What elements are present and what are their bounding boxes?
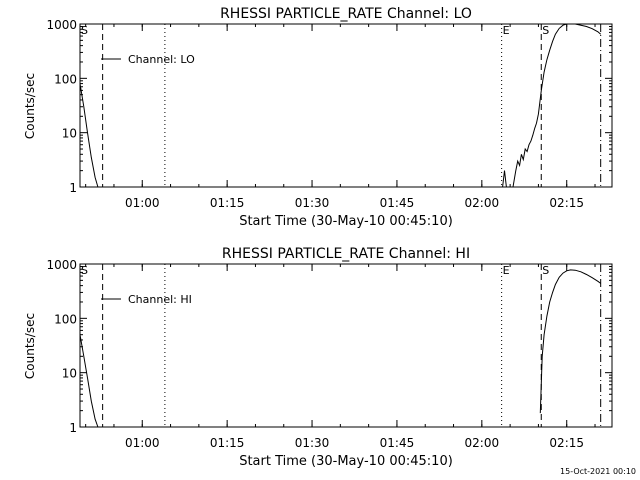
- plot-frame: [79, 23, 613, 188]
- x-tick-label: 01:30: [295, 436, 330, 450]
- y-tick-label: 1: [69, 181, 77, 195]
- y-tick-label: 100: [54, 312, 77, 326]
- legend: Channel: HI: [101, 293, 192, 306]
- x-axis: 01:00 01:15 01:30 01:45 02:00 02:15: [85, 264, 596, 450]
- event-marker-label: S: [542, 24, 549, 37]
- plot-frame: [79, 263, 613, 428]
- x-tick-label: 02:15: [549, 436, 584, 450]
- x-axis-label: Start Time (30-May-10 00:45:10): [239, 214, 453, 229]
- x-tick-label: 01:45: [380, 436, 415, 450]
- y-tick-label: 10: [62, 127, 77, 141]
- event-marker-label: S: [542, 264, 549, 277]
- x-axis-label: Start Time (30-May-10 00:45:10): [239, 454, 453, 469]
- x-tick-label: 01:30: [295, 196, 330, 210]
- y-tick-label: 10: [62, 367, 77, 381]
- y-axis: 1 10 100 1000: [46, 258, 612, 435]
- x-tick-label: 02:00: [465, 436, 500, 450]
- y-tick-label: 100: [54, 72, 77, 86]
- event-marker-label: S: [81, 24, 88, 37]
- series-line: [502, 170, 507, 188]
- chart-title: RHESSI PARTICLE_RATE Channel: LO: [220, 6, 472, 22]
- event-marker-label: E: [503, 264, 510, 277]
- x-axis: 01:00 01:15 01:30 01:45 02:00 02:15: [85, 24, 596, 210]
- chart-panel-lo: RHESSI PARTICLE_RATE Channel: LO 1101001…: [23, 6, 613, 229]
- x-tick-label: 02:15: [549, 196, 584, 210]
- x-tick-label: 01:45: [380, 196, 415, 210]
- event-marker-label: S: [81, 264, 88, 277]
- chart-panel-hi: RHESSI PARTICLE_RATE Channel: HI 1101001…: [23, 246, 613, 469]
- x-tick-label: 01:15: [210, 436, 245, 450]
- series-line: [539, 269, 601, 414]
- y-tick-label: 1000: [46, 258, 77, 272]
- footer-timestamp: 15-Oct-2021 00:10: [560, 467, 636, 476]
- y-tick-label: 1000: [46, 18, 77, 32]
- data-series: [79, 23, 602, 188]
- x-tick-label: 01:00: [125, 196, 160, 210]
- x-tick-label: 02:00: [465, 196, 500, 210]
- y-axis-label: Counts/sec: [23, 313, 37, 379]
- legend-label: Channel: LO: [128, 53, 195, 66]
- x-tick-label: 01:15: [210, 196, 245, 210]
- legend: Channel: LO: [101, 53, 195, 66]
- y-axis: 1 10 100 1000: [46, 18, 612, 195]
- series-line: [79, 334, 99, 428]
- event-marker-label: E: [503, 24, 510, 37]
- y-axis-label: Counts/sec: [23, 73, 37, 139]
- chart-title: RHESSI PARTICLE_RATE Channel: HI: [222, 246, 470, 262]
- y-tick-label: 1: [69, 421, 77, 435]
- x-tick-label: 01:00: [125, 436, 160, 450]
- series-line: [512, 23, 602, 188]
- series-line: [79, 83, 99, 188]
- data-series: [79, 269, 601, 428]
- legend-label: Channel: HI: [128, 293, 192, 306]
